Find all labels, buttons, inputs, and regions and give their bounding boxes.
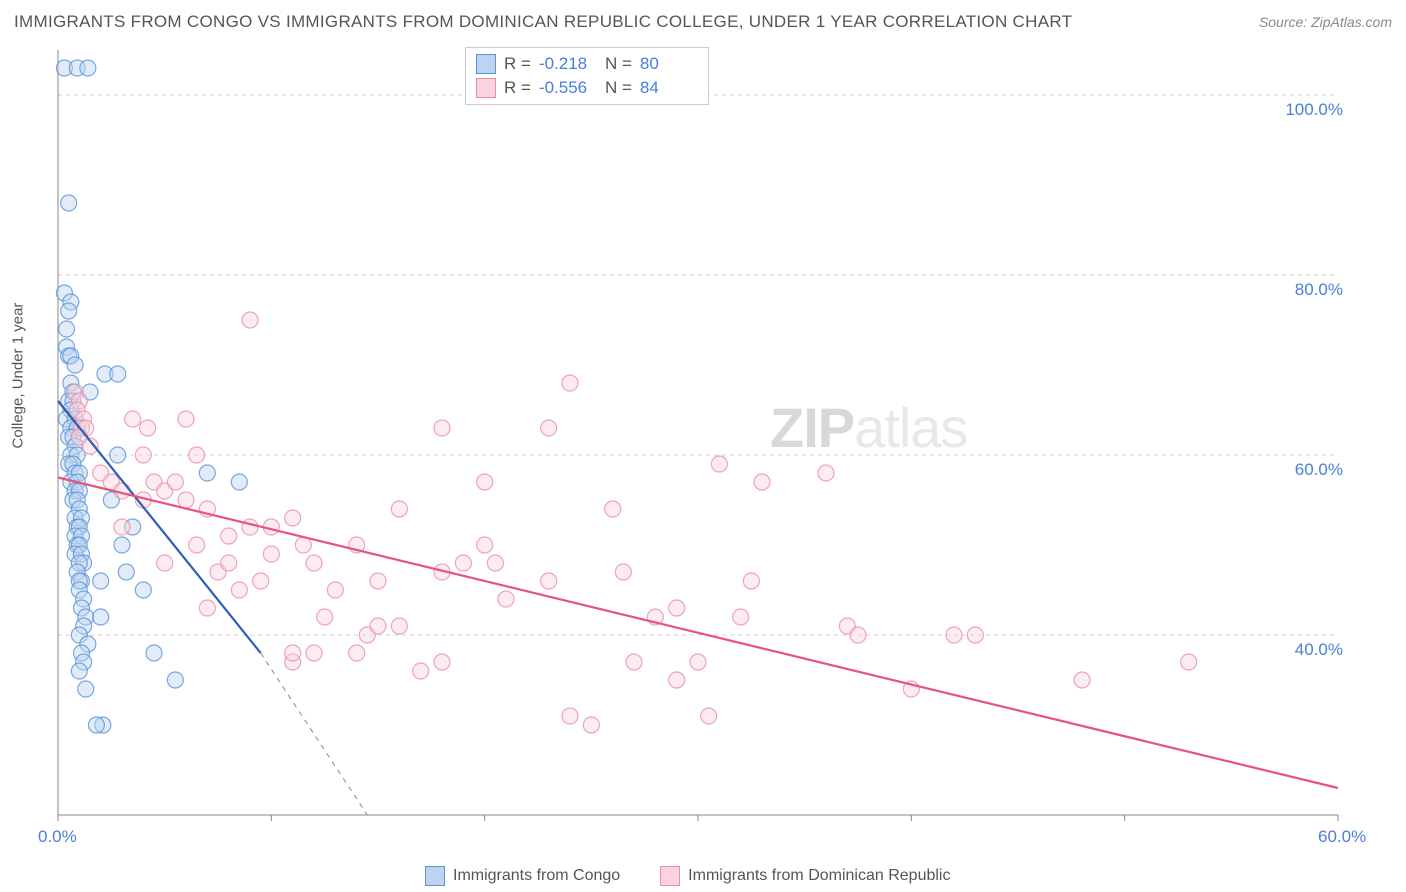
chart-area: [50, 45, 1350, 835]
y-tick-label: 100.0%: [1283, 100, 1343, 120]
n-label: N =: [605, 54, 632, 74]
y-tick-label: 80.0%: [1283, 280, 1343, 300]
legend-label: Immigrants from Dominican Republic: [688, 867, 950, 885]
swatch-icon: [660, 866, 680, 886]
y-tick-label: 40.0%: [1283, 640, 1343, 660]
stats-row-congo: R = -0.218 N = 80: [476, 52, 698, 76]
r-value: -0.556: [539, 78, 597, 98]
x-tick-label: 60.0%: [1318, 827, 1366, 847]
r-label: R =: [504, 78, 531, 98]
y-axis-label: College, Under 1 year: [10, 303, 27, 449]
n-label: N =: [605, 78, 632, 98]
swatch-icon: [425, 866, 445, 886]
x-tick-label: 0.0%: [38, 827, 77, 847]
r-value: -0.218: [539, 54, 597, 74]
r-label: R =: [504, 54, 531, 74]
legend-label: Immigrants from Congo: [453, 867, 620, 885]
chart-title: IMMIGRANTS FROM CONGO VS IMMIGRANTS FROM…: [14, 12, 1072, 32]
legend-item-congo: Immigrants from Congo: [425, 866, 620, 886]
legend-bottom: Immigrants from Congo Immigrants from Do…: [425, 866, 950, 886]
stats-legend-box: R = -0.218 N = 80 R = -0.556 N = 84: [465, 47, 709, 105]
legend-item-dominican: Immigrants from Dominican Republic: [660, 866, 950, 886]
source-attribution: Source: ZipAtlas.com: [1259, 14, 1392, 30]
stats-row-dominican: R = -0.556 N = 84: [476, 76, 698, 100]
swatch-icon: [476, 78, 496, 98]
n-value: 80: [640, 54, 698, 74]
swatch-icon: [476, 54, 496, 74]
scatter-chart: [50, 45, 1350, 835]
n-value: 84: [640, 78, 698, 98]
y-tick-label: 60.0%: [1283, 460, 1343, 480]
